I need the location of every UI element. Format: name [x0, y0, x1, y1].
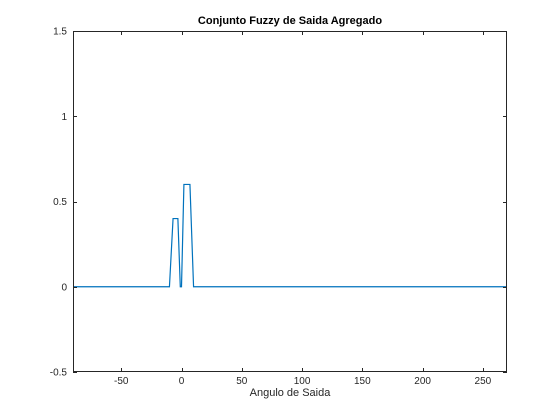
x-tick-label: 0 [179, 376, 185, 387]
chart-title: Conjunto Fuzzy de Saida Agregado [198, 15, 382, 27]
x-tick-label: 150 [354, 376, 371, 387]
series-layer [73, 183, 507, 288]
y-tick-label: 0 [61, 282, 67, 293]
x-tick-label: 200 [414, 376, 431, 387]
series-line-0 [73, 183, 507, 288]
y-tick-label: 0.5 [53, 197, 67, 208]
y-tick-label: -0.5 [50, 368, 68, 379]
plot-area [73, 31, 507, 372]
x-tick-label: 100 [294, 376, 311, 387]
y-tick-label: 1 [61, 112, 67, 123]
x-tick-label: -50 [114, 376, 129, 387]
axes-box [73, 31, 507, 372]
x-tick-label: 50 [236, 376, 248, 387]
x-tick-label: 250 [475, 376, 492, 387]
y-tick-label: 1.5 [53, 27, 67, 38]
x-axis-label: Angulo de Saida [250, 387, 332, 399]
